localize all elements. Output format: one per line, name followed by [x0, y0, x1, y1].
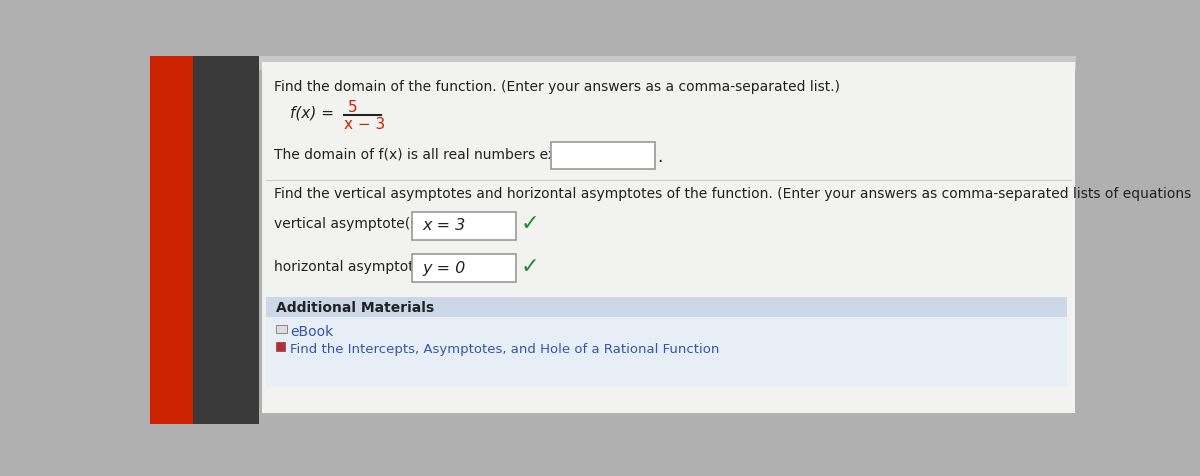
- Text: ✓: ✓: [521, 256, 539, 276]
- FancyBboxPatch shape: [266, 317, 1067, 386]
- Text: Find the domain of the function. (Enter your answers as a comma-separated list.): Find the domain of the function. (Enter …: [274, 80, 840, 94]
- FancyBboxPatch shape: [412, 212, 516, 240]
- Text: Additional Materials: Additional Materials: [276, 301, 434, 315]
- Text: x − 3: x − 3: [343, 117, 385, 132]
- Text: y = 0: y = 0: [422, 260, 466, 275]
- Text: horizontal asymptote(s): horizontal asymptote(s): [274, 259, 440, 273]
- Text: Find the Intercepts, Asymptotes, and Hole of a Rational Function: Find the Intercepts, Asymptotes, and Hol…: [290, 342, 720, 355]
- FancyBboxPatch shape: [266, 298, 1067, 317]
- FancyBboxPatch shape: [193, 57, 258, 424]
- Text: 5: 5: [348, 100, 358, 115]
- FancyBboxPatch shape: [150, 57, 193, 424]
- FancyBboxPatch shape: [276, 343, 286, 351]
- Text: f(x) =: f(x) =: [289, 106, 334, 120]
- Text: x = 3: x = 3: [422, 218, 466, 233]
- FancyBboxPatch shape: [552, 142, 655, 170]
- Text: The domain of f(x) is all real numbers except x =: The domain of f(x) is all real numbers e…: [274, 148, 616, 162]
- Text: eBook: eBook: [290, 325, 334, 338]
- FancyBboxPatch shape: [276, 325, 287, 333]
- Text: ✓: ✓: [521, 214, 539, 234]
- Text: .: .: [658, 148, 662, 166]
- FancyBboxPatch shape: [258, 57, 1076, 71]
- Text: vertical asymptote(s): vertical asymptote(s): [274, 217, 422, 231]
- FancyBboxPatch shape: [263, 63, 1074, 413]
- FancyBboxPatch shape: [412, 255, 516, 282]
- Text: Find the vertical asymptotes and horizontal asymptotes of the function. (Enter y: Find the vertical asymptotes and horizon…: [274, 186, 1192, 200]
